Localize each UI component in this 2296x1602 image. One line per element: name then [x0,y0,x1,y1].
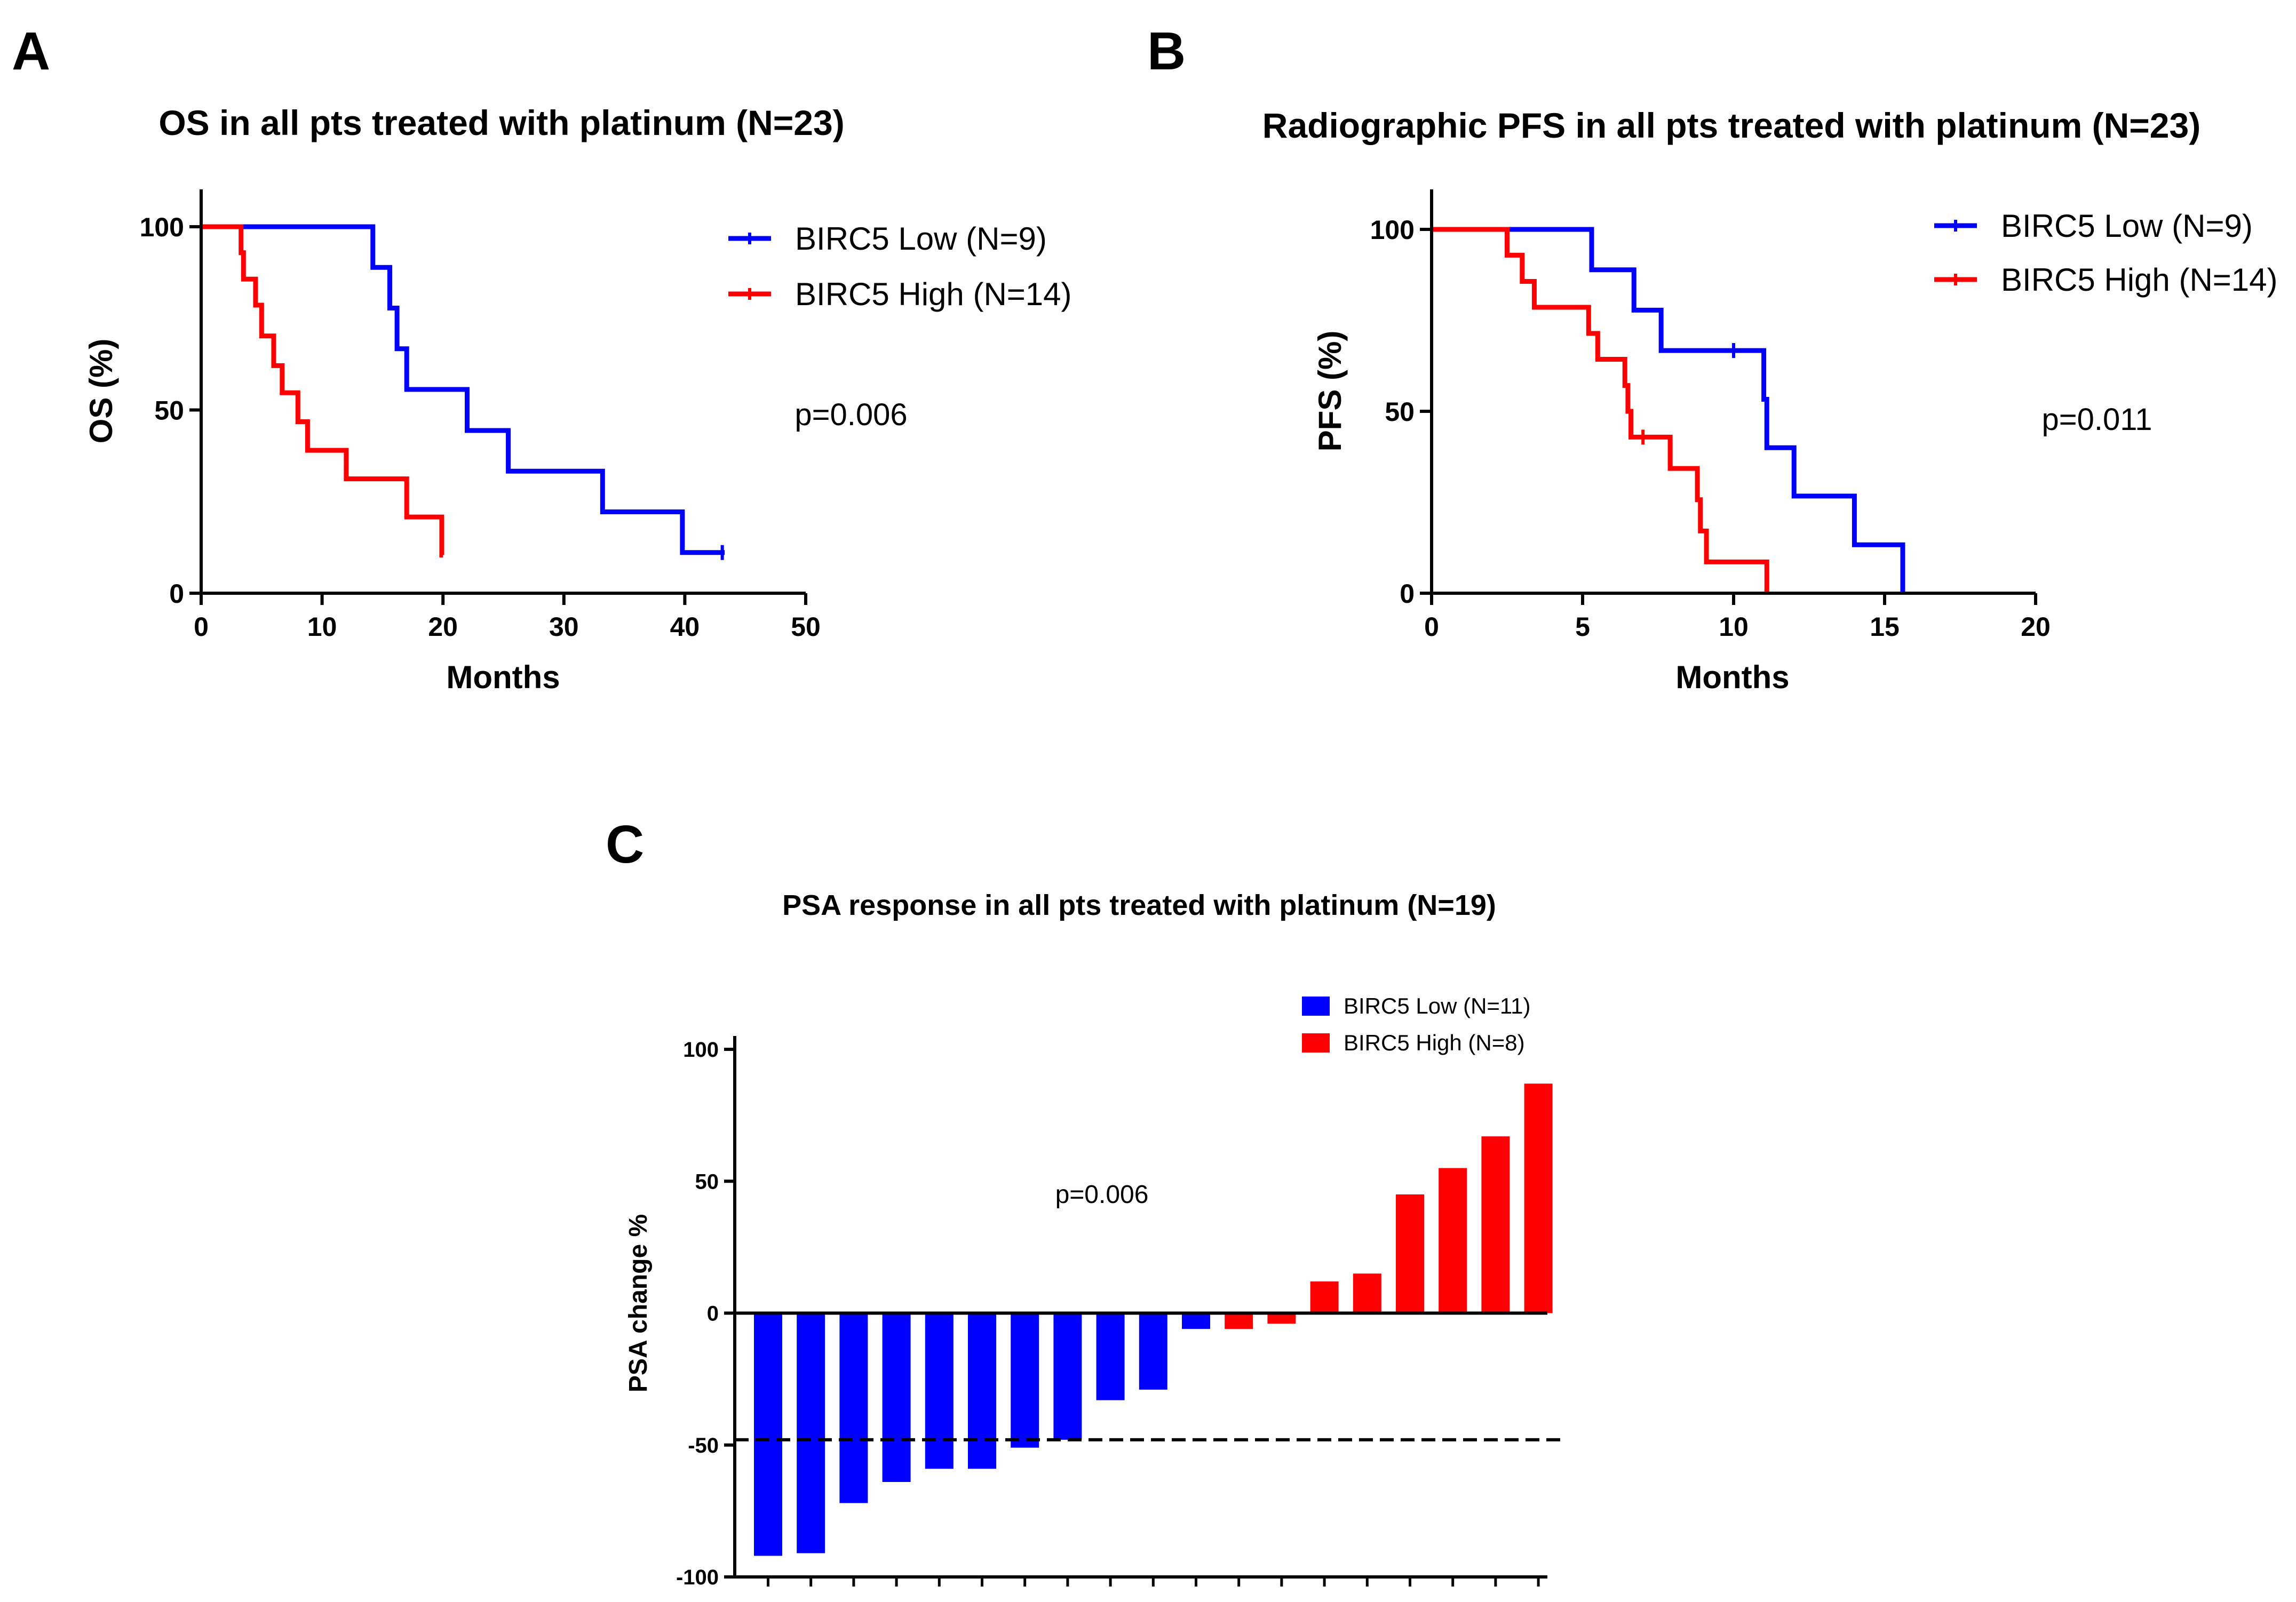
panel-c-bar-low [1053,1313,1082,1440]
panel-b-axes [1430,189,2036,595]
panel-c-bar-high [1439,1168,1467,1313]
panel-b-legend-low-label: BIRC5 Low (N=9) [2001,208,2253,244]
panel-c-title: PSA response in all pts treated with pla… [782,889,1496,921]
panel-c-ticks: -100 -50 0 50 100 [676,1038,1540,1589]
panel-b-xtick-label: 10 [1719,612,1749,642]
panel-c-bar-high [1396,1194,1424,1313]
panel-c-legend-high-swatch [1302,1033,1330,1053]
panel-a-ytick-label: 0 [169,579,184,609]
panel-c-legend-low-swatch [1302,997,1330,1016]
panel-b-ytick-label: 50 [1385,397,1415,427]
panel-c-bar-high [1310,1281,1339,1313]
panel-a-xtick-label: 10 [307,612,337,642]
panel-c-bar-high [1225,1313,1253,1329]
panel-a-curve-low [201,224,725,555]
panel-a-ticks: 0 10 20 30 40 50 0 50 100 [140,212,821,642]
panel-a-xtick-label: 50 [791,612,821,642]
panel-c-ytick-label: -100 [676,1566,719,1589]
panel-a-xtick-label: 0 [194,612,209,642]
panel-b-legend: BIRC5 Low (N=9) BIRC5 High (N=14) [1934,208,2278,298]
panel-c-legend: BIRC5 Low (N=11) BIRC5 High (N=8) [1302,993,1531,1055]
panel-c-bar-low [1011,1313,1039,1448]
panel-b-xtick-label: 5 [1575,612,1590,642]
panel-c-bar-low [1096,1313,1125,1400]
panel-c-bar-low [1182,1313,1210,1329]
panel-b-ytick-label: 100 [1370,215,1415,245]
panel-c-bars [754,1083,1553,1556]
panel-a-ytick-label: 50 [154,396,184,426]
panel-c-bar-low [797,1313,825,1553]
panel-c-pvalue: p=0.006 [1055,1181,1149,1209]
panel-b-ylabel: PFS (%) [1312,331,1348,452]
panel-a-xtick-label: 40 [670,612,700,642]
panel-a-pvalue: p=0.006 [795,397,907,432]
panel-a-legend: BIRC5 Low (N=9) BIRC5 High (N=14) [728,221,1072,312]
panel-c-bar-high [1524,1083,1553,1313]
panel-b-label: B [1147,21,1186,81]
panel-b-curve-high [1432,227,1769,593]
panel-b-ytick-label: 0 [1400,579,1415,609]
panel-b-xtick-label: 20 [2021,612,2051,642]
panel-a-xlabel: Months [446,659,560,695]
panel-c-bar-low [968,1313,996,1469]
panel-a-title: OS in all pts treated with platinum (N=2… [158,103,844,142]
panel-c-bar-low [1139,1313,1167,1390]
panel-b-curve-low [1432,227,1905,593]
panel-c-bar-low [882,1313,911,1482]
panel-c-ytick-label: -50 [688,1434,719,1457]
panel-a-legend-low-label: BIRC5 Low (N=9) [795,221,1047,257]
panel-a-label: A [12,21,50,81]
panel-c-legend-high-label: BIRC5 High (N=8) [1344,1030,1525,1055]
panel-b-legend-high-label: BIRC5 High (N=14) [2001,262,2278,298]
panel-b-ticks: 0 5 10 15 20 0 50 100 [1370,215,2051,642]
panel-b-title: Radiographic PFS in all pts treated with… [1262,106,2200,145]
panel-c-ytick-label: 0 [707,1302,719,1326]
panel-a-ylabel: OS (%) [83,339,119,444]
panel-c-legend-low-label: BIRC5 Low (N=11) [1344,993,1531,1018]
panel-c-ytick-label: 100 [683,1038,719,1062]
panel-c-bar-high [1481,1136,1510,1313]
panel-b-curves [1432,227,1905,593]
panel-a: A OS in all pts treated with platinum (N… [12,21,1072,695]
panel-c-bar-high [1353,1273,1381,1313]
panel-c-bar-low [754,1313,782,1556]
panel-a-ytick-label: 100 [140,212,184,242]
panel-a-xtick-label: 30 [549,612,579,642]
panel-c-bar-low [925,1313,954,1469]
panel-c-label: C [606,815,644,874]
panel-b-xtick-label: 0 [1424,612,1439,642]
panel-b: B Radiographic PFS in all pts treated wi… [1147,21,2278,695]
panel-b-xlabel: Months [1675,659,1789,695]
panel-a-curve-high [201,224,444,558]
panel-b-xtick-label: 15 [1870,612,1900,642]
panel-b-pvalue: p=0.011 [2042,402,2152,437]
panel-a-legend-high-label: BIRC5 High (N=14) [795,276,1072,312]
panel-c-ytick-label: 50 [695,1170,719,1193]
panel-c: C PSA response in all pts treated with p… [606,815,1561,1589]
panel-a-xtick-label: 20 [428,612,458,642]
panel-a-axes [200,189,806,595]
panel-c-bar-low [839,1313,868,1503]
panel-c-axes [733,1036,1547,1579]
panel-c-bar-high [1267,1313,1296,1324]
panel-c-ylabel: PSA change % [624,1214,653,1392]
panel-a-curves [201,224,725,560]
